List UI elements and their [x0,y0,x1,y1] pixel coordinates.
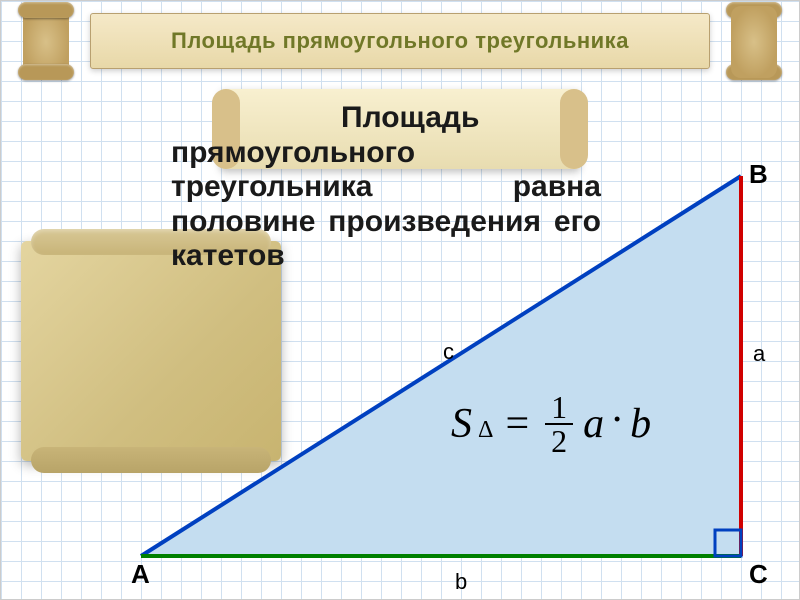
theorem-statement: Площадь прямоугольного треугольника равн… [171,101,601,274]
fraction-numerator: 1 [545,391,573,425]
scroll-cap-decoration [726,64,782,80]
vertex-label-C: C [749,559,768,590]
theorem-text: Площадь прямоугольного треугольника равн… [171,101,601,272]
formula-S: S [451,400,472,448]
scroll-cap-decoration [18,64,74,80]
side-label-b: b [455,569,467,595]
formula-dot: · [610,396,624,444]
vertex-label-B: B [749,159,768,190]
side-label-c: c [443,339,454,365]
formula-var-a: a [583,400,604,448]
scroll-cap-decoration [726,2,782,18]
formula-equals: = [505,400,529,448]
formula-var-b: b [630,400,651,448]
title-banner: Площадь прямоугольного треугольника [90,13,710,69]
area-formula: S Δ = 1 2 a · b [451,391,651,457]
page-title: Площадь прямоугольного треугольника [171,28,629,54]
vertex-label-A: A [131,559,150,590]
scroll-cap-decoration [18,2,74,18]
triangle-symbol: Δ [478,417,493,444]
fraction-denominator: 2 [545,425,573,457]
side-label-a: a [753,341,765,367]
formula-fraction: 1 2 [545,391,573,457]
